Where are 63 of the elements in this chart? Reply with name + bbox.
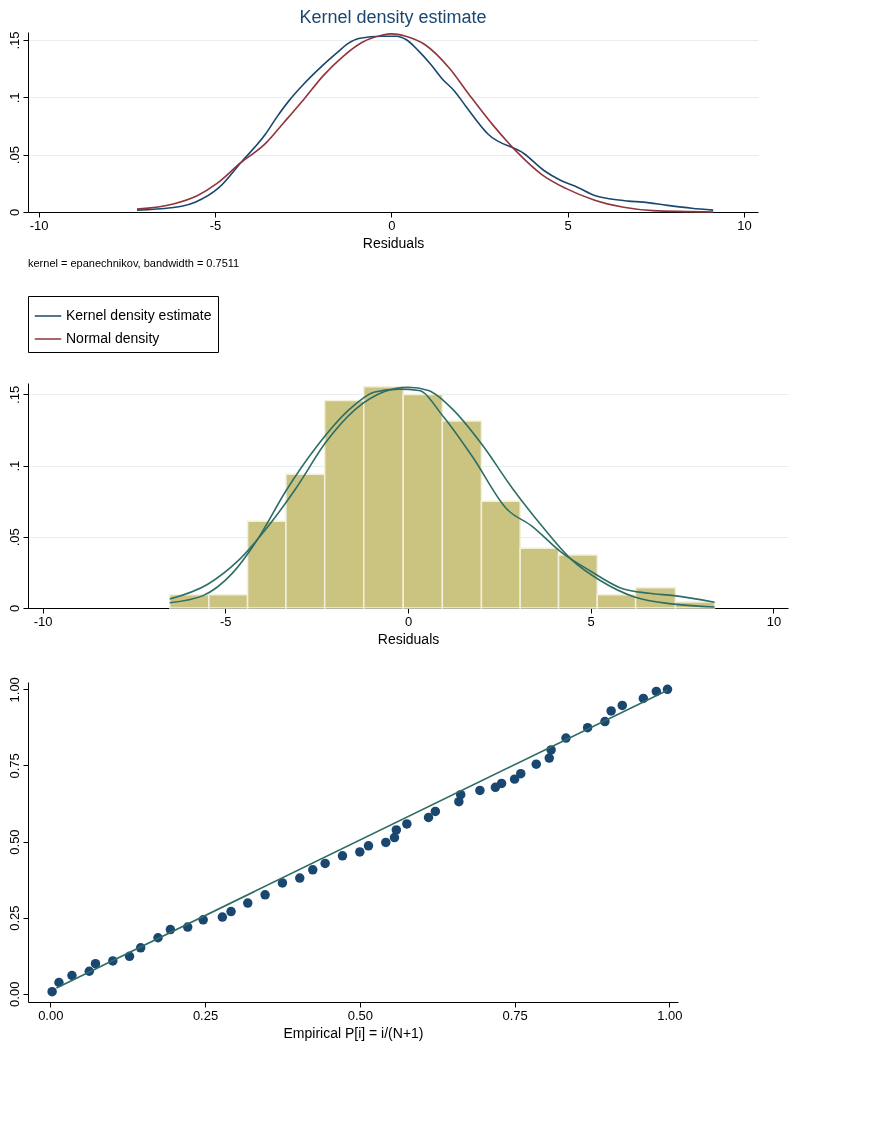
point xyxy=(217,912,228,922)
y-tick-label: .15 xyxy=(6,385,22,404)
chart-title: Kernel density estimate xyxy=(299,6,487,27)
point xyxy=(363,841,374,851)
point xyxy=(496,778,507,789)
point xyxy=(295,873,305,883)
point xyxy=(381,837,391,848)
x-tick-label: 0.25 xyxy=(192,1007,219,1023)
point xyxy=(320,858,330,869)
point xyxy=(516,768,526,779)
point xyxy=(430,806,441,817)
point xyxy=(475,785,485,796)
point xyxy=(243,898,253,908)
x-tick-label: 5 xyxy=(587,613,595,629)
point xyxy=(389,832,400,843)
point xyxy=(47,986,57,997)
point xyxy=(509,774,520,784)
x-tick-label: -5 xyxy=(220,613,232,629)
point xyxy=(544,753,554,763)
point xyxy=(308,865,318,875)
y-tick-label: 0.25 xyxy=(6,905,22,931)
x-tick-label: 1.00 xyxy=(657,1007,683,1023)
x-tick-label: -10 xyxy=(29,217,49,233)
y-tick-label: .05 xyxy=(6,146,22,165)
x-tick-label: 10 xyxy=(766,613,782,629)
y-tick-label: .1 xyxy=(6,460,22,472)
point xyxy=(617,700,628,711)
y-tick-label: 0 xyxy=(6,208,22,217)
x-tick-label: -5 xyxy=(209,217,222,233)
y-tick-label: 0 xyxy=(6,604,22,613)
x-axis-title: Residuals xyxy=(362,234,425,251)
x-tick-label: 0.75 xyxy=(502,1007,528,1023)
point xyxy=(391,825,402,835)
x-tick-label: 0.00 xyxy=(38,1007,64,1023)
point xyxy=(531,759,541,769)
y-tick-label: .15 xyxy=(6,31,22,50)
point xyxy=(277,878,288,888)
point xyxy=(355,847,365,857)
point xyxy=(260,890,270,900)
point xyxy=(402,819,412,829)
legend-label: Kernel density estimate xyxy=(66,307,212,323)
x-tick-label: -10 xyxy=(33,613,53,629)
x-axis-title: Residuals xyxy=(377,630,440,647)
point xyxy=(67,970,77,981)
y-tick-label: 0.50 xyxy=(6,829,22,855)
point xyxy=(423,812,434,823)
x-tick-label: 0 xyxy=(388,217,396,233)
point xyxy=(606,706,616,716)
y-tick-label: 1.00 xyxy=(6,677,22,703)
text: kernel = epanechnikov, bandwidth = 0.7511 xyxy=(28,257,240,269)
point xyxy=(337,851,348,861)
legend-label: Normal density xyxy=(66,330,160,346)
y-tick-label: .1 xyxy=(6,92,22,104)
point xyxy=(226,906,236,917)
y-tick-label: 0.00 xyxy=(6,981,22,1007)
x-tick-label: 5 xyxy=(564,217,572,233)
x-tick-label: 0.50 xyxy=(347,1007,373,1023)
x-tick-label: 10 xyxy=(737,217,752,233)
y-tick-label: 0.75 xyxy=(6,753,22,779)
point xyxy=(90,958,101,969)
x-axis-title: Empirical P[i] = i/(N+1) xyxy=(283,1024,424,1041)
x-tick-label: 0 xyxy=(404,613,413,629)
y-tick-label: .05 xyxy=(6,528,22,547)
